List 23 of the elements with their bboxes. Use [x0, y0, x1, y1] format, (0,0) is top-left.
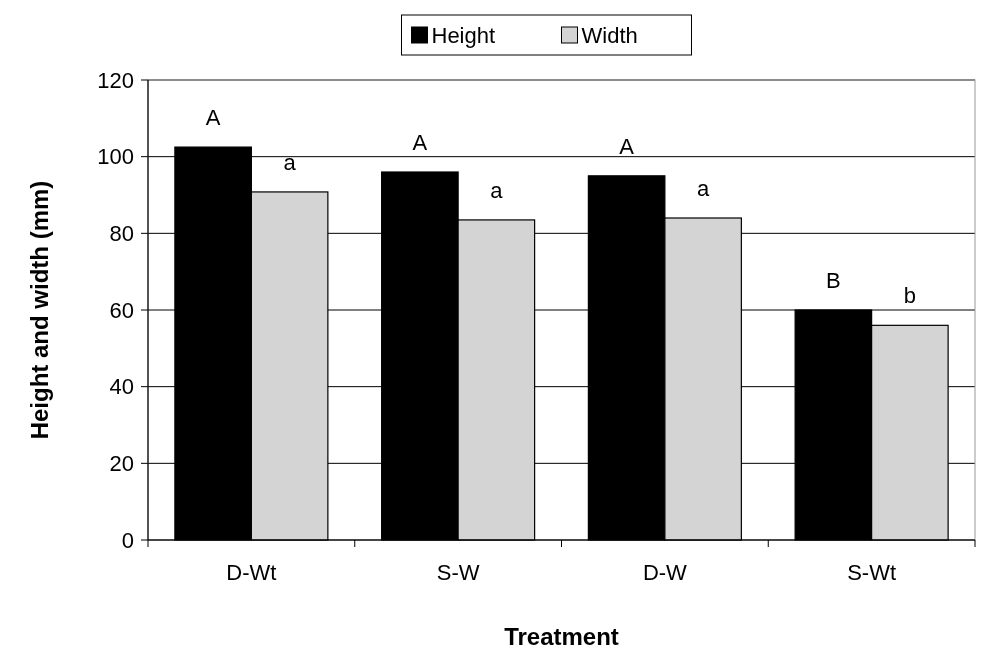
annotation: a	[283, 149, 297, 175]
legend-label: Height	[431, 22, 496, 48]
y-tick-label: 80	[109, 221, 134, 247]
x-tick-label: S-W	[436, 560, 480, 585]
y-tick-label: 20	[109, 451, 134, 477]
y-tick-label: 60	[109, 297, 134, 323]
legend-label: Width	[581, 22, 638, 48]
y-axis-title: Height and width (mm)	[26, 180, 53, 440]
y-tick-label: 40	[109, 374, 134, 400]
annotation: A	[619, 133, 635, 159]
y-tick-label: 120	[97, 67, 134, 93]
x-tick-label: D-Wt	[226, 560, 277, 585]
x-tick-label: D-W	[642, 560, 688, 585]
x-tick-label: S-Wt	[847, 560, 897, 585]
annotation: a	[697, 176, 710, 201]
annotation: A	[205, 105, 221, 131]
annotation: B	[826, 268, 841, 293]
y-tick-label: 100	[97, 144, 134, 170]
x-axis-title: Treatment	[504, 623, 619, 650]
annotation: b	[903, 283, 916, 309]
annotation: a	[490, 177, 504, 203]
annotation: A	[412, 130, 428, 155]
y-tick-label: 0	[121, 527, 134, 553]
